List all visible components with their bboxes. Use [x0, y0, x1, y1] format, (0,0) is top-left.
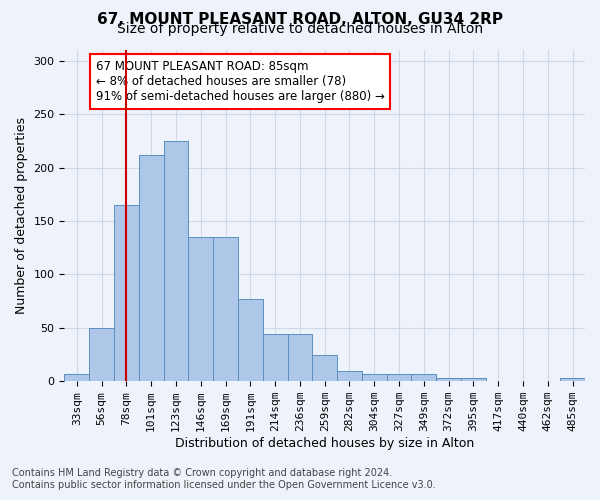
Bar [139, 154, 164, 381]
Bar [164, 141, 188, 381]
Bar [64, 374, 89, 381]
Bar [560, 378, 585, 381]
Text: Contains HM Land Registry data © Crown copyright and database right 2024.
Contai: Contains HM Land Registry data © Crown c… [12, 468, 436, 490]
Bar [461, 378, 486, 381]
Bar [386, 374, 412, 381]
Text: Size of property relative to detached houses in Alton: Size of property relative to detached ho… [117, 22, 483, 36]
Y-axis label: Number of detached properties: Number of detached properties [15, 117, 28, 314]
Bar [362, 374, 386, 381]
Bar [337, 370, 362, 381]
Bar [436, 378, 461, 381]
Text: 67 MOUNT PLEASANT ROAD: 85sqm
← 8% of detached houses are smaller (78)
91% of se: 67 MOUNT PLEASANT ROAD: 85sqm ← 8% of de… [95, 60, 385, 103]
Text: 67, MOUNT PLEASANT ROAD, ALTON, GU34 2RP: 67, MOUNT PLEASANT ROAD, ALTON, GU34 2RP [97, 12, 503, 28]
Bar [263, 334, 287, 381]
Bar [188, 237, 213, 381]
Bar [213, 237, 238, 381]
Bar [412, 374, 436, 381]
Bar [114, 205, 139, 381]
Bar [89, 328, 114, 381]
X-axis label: Distribution of detached houses by size in Alton: Distribution of detached houses by size … [175, 437, 475, 450]
Bar [238, 299, 263, 381]
Bar [287, 334, 313, 381]
Bar [313, 354, 337, 381]
